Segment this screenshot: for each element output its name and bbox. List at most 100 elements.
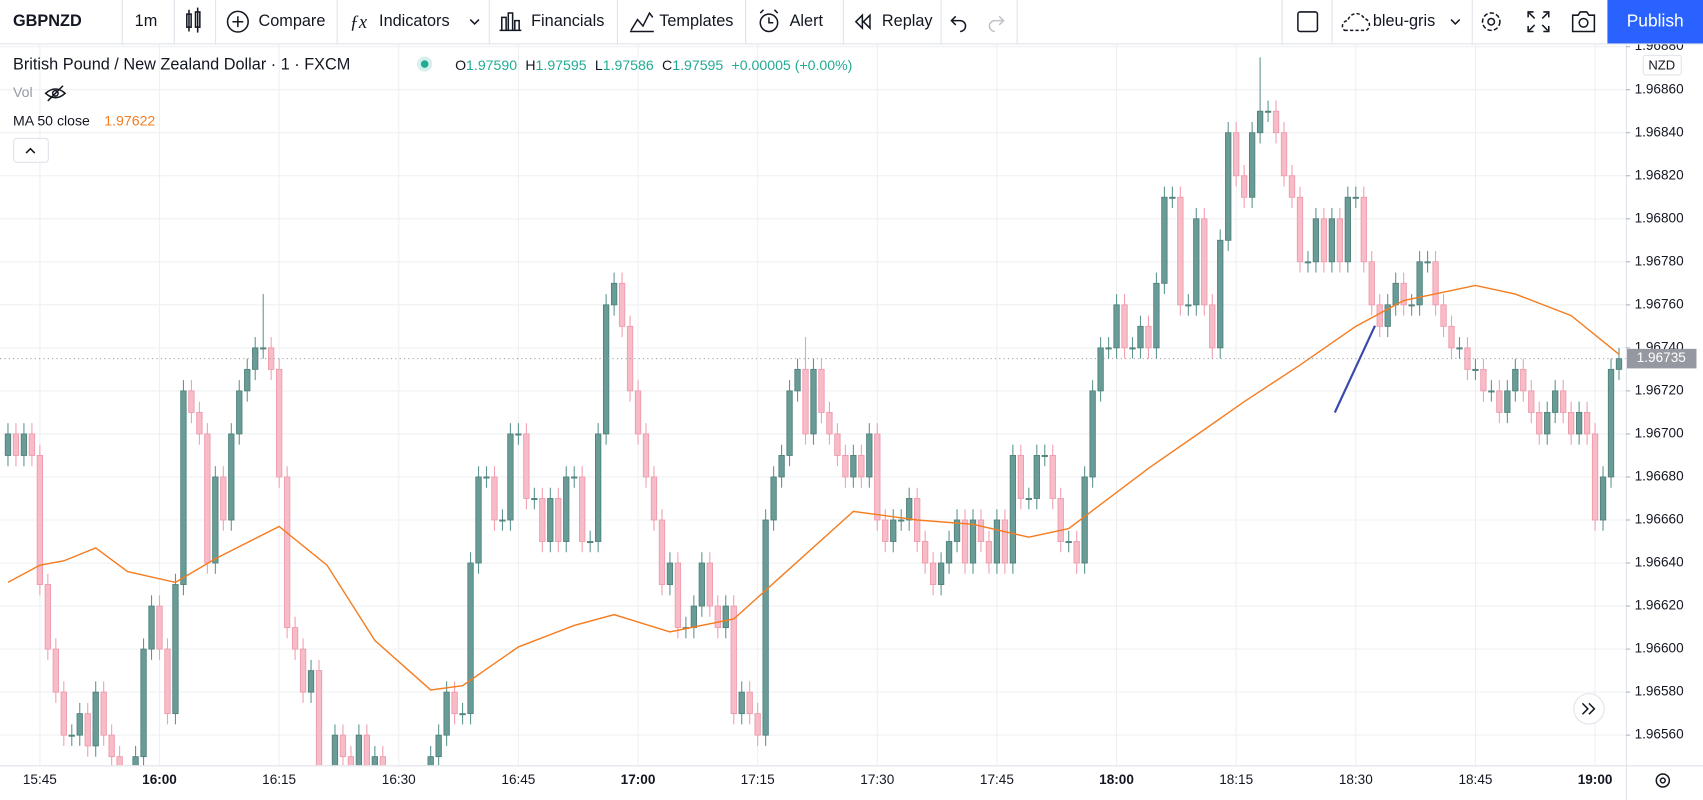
candle-body: [212, 476, 219, 564]
candle-body: [531, 498, 538, 500]
undo-button[interactable]: [950, 15, 967, 33]
candle-body: [1567, 411, 1575, 435]
publish-button-bg[interactable]: [1607, 0, 1703, 44]
scroll-to-realtime-button[interactable]: [1573, 693, 1605, 725]
candle-body: [260, 347, 267, 350]
candle-body: [20, 433, 28, 456]
candle-body: [1193, 218, 1200, 306]
compare-icon: [226, 10, 249, 33]
toolbar-separators: [121, 0, 1473, 44]
x-tick-label: 17:00: [621, 772, 656, 787]
candle-body: [826, 411, 833, 435]
candle-body: [778, 455, 785, 478]
y-tick-label: 1.96560: [1635, 727, 1684, 742]
templates-button[interactable]: Templates: [659, 12, 733, 30]
alert-button[interactable]: Alert: [790, 12, 824, 30]
candle-body: [483, 476, 490, 479]
y-tick-label: 1.96620: [1635, 598, 1684, 613]
change: +0.00005 (+0.00%): [732, 57, 853, 73]
candle-body: [890, 519, 897, 542]
ohlc-value: 1.97595: [536, 57, 587, 73]
candle-body: [4, 433, 12, 456]
candle-body: [1296, 196, 1304, 263]
y-tick-label: 1.96660: [1635, 512, 1684, 527]
candle-body: [1017, 455, 1024, 499]
candle-body: [754, 713, 761, 736]
candle-body: [148, 605, 155, 650]
currency-box[interactable]: [1642, 54, 1682, 76]
candle-body: [379, 756, 386, 766]
publish-button[interactable]: Publish: [1627, 10, 1684, 30]
candle-body: [523, 433, 530, 499]
candle-body: [1241, 175, 1248, 198]
x-tick-label: 15:45: [23, 772, 57, 787]
candle-body: [547, 498, 554, 542]
y-tick-label: 1.96760: [1635, 296, 1684, 311]
candle-body: [993, 519, 1001, 564]
candle-body: [1057, 498, 1064, 542]
layout-name[interactable]: bleu-gris: [1373, 12, 1435, 30]
candle-body: [674, 562, 682, 629]
candle-body: [1280, 132, 1288, 177]
candle-body: [802, 368, 809, 435]
trend-line-drawing[interactable]: [1333, 325, 1376, 413]
y-tick-label: 1.96800: [1635, 210, 1684, 225]
candle-body: [1424, 261, 1431, 264]
redo-button[interactable]: [988, 15, 1005, 33]
candle-body: [1352, 196, 1359, 199]
financials-button[interactable]: Financials: [531, 12, 604, 30]
candle-body: [898, 519, 905, 522]
candle-body: [690, 605, 698, 629]
candle-body: [770, 476, 777, 521]
y-tick-label: 1.96860: [1635, 81, 1684, 96]
candle-body: [953, 519, 961, 542]
dropdown-icon[interactable]: [469, 19, 480, 25]
indicators-icon: ƒx: [350, 12, 368, 32]
candle-body: [28, 433, 36, 456]
select-icon[interactable]: [1297, 11, 1319, 33]
indicators-button[interactable]: Indicators: [379, 12, 450, 30]
symbol-search[interactable]: GBPNZD: [13, 12, 82, 30]
candle-body: [1025, 498, 1032, 500]
candle-body: [1225, 132, 1232, 241]
hide-volume-icon[interactable]: [44, 85, 67, 102]
candle-body: [283, 476, 291, 629]
candle-body: [1185, 304, 1192, 307]
grid: [0, 44, 1626, 766]
x-tick-label: 16:15: [262, 772, 296, 787]
chart-type-icon[interactable]: [186, 7, 201, 33]
snapshot-button[interactable]: [1571, 11, 1596, 33]
candle-body: [722, 605, 729, 629]
candle-body: [268, 347, 275, 370]
settings-button[interactable]: [1481, 12, 1501, 32]
replay-button[interactable]: Replay: [882, 12, 934, 30]
candle-body: [220, 476, 227, 521]
candle-body: [571, 476, 578, 479]
candle-body: [44, 584, 52, 650]
compare-button[interactable]: Compare: [258, 12, 325, 30]
candle-body: [363, 734, 371, 766]
candle-body: [475, 476, 482, 564]
candle-body: [1145, 325, 1152, 349]
x-tick-label: 18:30: [1339, 772, 1373, 787]
candle-body: [467, 562, 474, 715]
candle-body: [746, 691, 753, 715]
candle-body: [1400, 282, 1407, 306]
ohlc-value: 1.97586: [603, 57, 654, 73]
interval-button[interactable]: 1m: [135, 12, 158, 30]
candle-body: [228, 433, 235, 521]
layout-dropdown[interactable]: [1450, 19, 1461, 25]
candle-body: [1041, 455, 1048, 457]
candle-body: [435, 734, 442, 758]
candle-body: [1599, 476, 1607, 521]
candle-body: [507, 433, 514, 521]
y-tick-label: 1.96840: [1635, 124, 1684, 139]
candle-body: [1344, 196, 1351, 263]
settings-icon[interactable]: [1655, 773, 1671, 788]
fullscreen-button[interactable]: [1527, 11, 1550, 33]
ohlc-legend: O1.97590 H1.97595 L1.97586 C1.97595 +0.0…: [455, 57, 852, 73]
collapse-legend-button[interactable]: [13, 137, 49, 163]
last-price-box: [1626, 348, 1697, 369]
candle-body: [1376, 304, 1383, 327]
candle-body: [1312, 218, 1320, 263]
